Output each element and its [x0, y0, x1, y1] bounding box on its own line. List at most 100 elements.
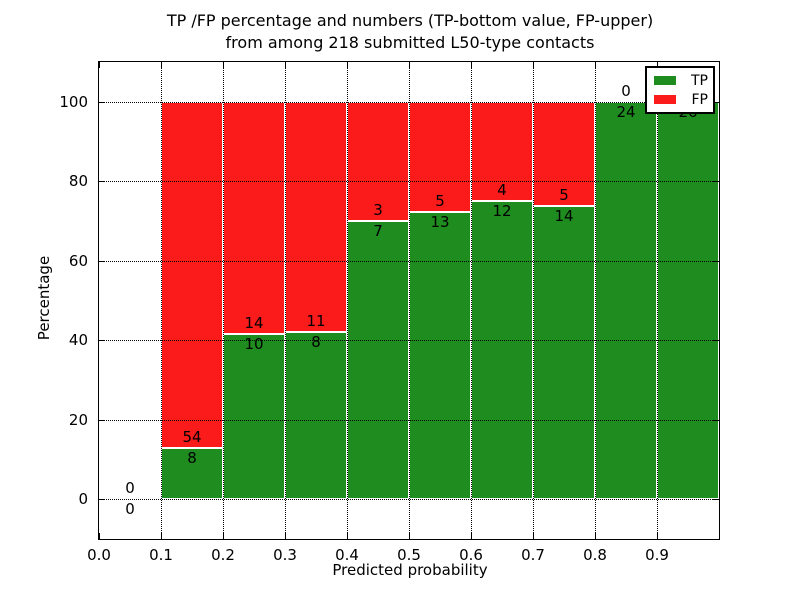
fp-count-label: 4 [497, 181, 507, 200]
x-tick-label: 0.2 [211, 546, 235, 564]
bar-segment-fp [347, 101, 409, 221]
x-tick-mark [595, 62, 596, 68]
chart-title-line-1: TP /FP percentage and numbers (TP-bottom… [166, 11, 654, 30]
x-tick-label: 0.0 [87, 546, 111, 564]
tp-count-label: 24 [616, 102, 636, 121]
legend-item-fp: FP [654, 93, 708, 107]
x-tick-mark [409, 533, 410, 539]
y-tick-label: 20 [68, 410, 88, 429]
v-gridline [223, 62, 224, 539]
y-tick-mark [99, 101, 105, 103]
fp-count-label: 14 [244, 313, 264, 332]
x-tick-mark [347, 533, 348, 539]
x-tick-mark [657, 533, 658, 539]
x-tick-mark [657, 62, 658, 68]
y-tick-mark [713, 499, 719, 501]
v-gridline [161, 62, 162, 539]
x-tick-mark [595, 533, 596, 539]
bar-segment-fp [161, 101, 223, 448]
v-gridline [657, 62, 658, 539]
x-tick-mark [99, 62, 100, 68]
x-tick-mark [533, 533, 534, 539]
fp-count-label: 5 [435, 192, 445, 211]
y-tick-label: 40 [68, 331, 88, 350]
bar-segment-fp [223, 101, 285, 334]
y-tick-mark [99, 340, 105, 342]
legend: TP FP [645, 66, 715, 114]
y-tick-mark [713, 260, 719, 262]
x-tick-label: 0.5 [397, 546, 421, 564]
y-tick-mark [99, 260, 105, 262]
y-tick-label: 60 [68, 251, 88, 270]
fp-count-label: 54 [182, 427, 202, 446]
y-tick-mark [99, 181, 105, 183]
v-gridline [471, 62, 472, 539]
tp-count-label: 14 [554, 207, 574, 226]
y-tick-label: 100 [59, 92, 88, 111]
x-tick-label: 0.4 [335, 546, 359, 564]
y-tick-mark [713, 101, 719, 103]
x-tick-mark [471, 62, 472, 68]
x-tick-mark [99, 533, 100, 539]
y-tick-label: 0 [78, 490, 88, 509]
chart-title-line-2: from among 218 submitted L50-type contac… [225, 33, 595, 52]
x-tick-label: 0.8 [583, 546, 607, 564]
legend-label-tp: TP [691, 72, 708, 89]
x-tick-mark [409, 62, 410, 68]
y-tick-mark [713, 340, 719, 342]
fp-count-label: 5 [559, 186, 569, 205]
bar-segment-tp [595, 101, 657, 500]
legend-item-tp: TP [654, 74, 708, 88]
y-tick-mark [99, 499, 105, 501]
x-tick-mark [471, 533, 472, 539]
x-tick-label: 0.3 [273, 546, 297, 564]
bar-segment-tp [285, 331, 347, 500]
v-gridline [533, 62, 534, 539]
bar-segment-tp [657, 101, 719, 500]
x-tick-mark [533, 62, 534, 68]
bar-segment-fp [285, 101, 347, 332]
x-tick-mark [161, 533, 162, 539]
x-tick-label: 0.6 [459, 546, 483, 564]
plot-area: TP FP 00548141011837513412514024026 [98, 61, 720, 540]
bar-segment-fp [471, 101, 533, 202]
y-tick-mark [713, 419, 719, 421]
fp-count-label: 0 [621, 81, 631, 100]
v-gridline [409, 62, 410, 539]
bar-segment-tp [161, 447, 223, 500]
x-tick-mark [285, 533, 286, 539]
chart-title: TP /FP percentage and numbers (TP-bottom… [99, 10, 721, 54]
fp-count-label: 11 [306, 311, 326, 330]
x-tick-label: 0.1 [149, 546, 173, 564]
fp-count-label: 3 [373, 201, 383, 219]
v-gridline [347, 62, 348, 539]
y-tick-label: 80 [68, 172, 88, 191]
v-gridline [285, 62, 286, 539]
x-tick-mark [223, 533, 224, 539]
tp-count-label: 0 [125, 500, 135, 519]
bar-segment-tp [347, 221, 409, 500]
tp-count-label: 8 [311, 332, 321, 351]
x-axis-label: Predicted probability [332, 561, 488, 579]
tp-count-label: 12 [492, 202, 512, 221]
x-tick-mark [161, 62, 162, 68]
tp-count-label: 10 [244, 334, 264, 353]
tp-count-label: 8 [187, 448, 197, 467]
v-gridline [595, 62, 596, 539]
x-tick-mark [285, 62, 286, 68]
tp-legend-swatch [654, 76, 676, 85]
fp-legend-swatch [654, 95, 676, 104]
fp-count-label: 0 [125, 479, 135, 498]
tp-count-label: 13 [430, 213, 450, 232]
y-tick-mark [99, 419, 105, 421]
tp-count-label: 7 [373, 222, 383, 240]
bar-segment-tp [533, 206, 595, 500]
x-tick-label: 0.7 [521, 546, 545, 564]
x-tick-label: 0.9 [645, 546, 669, 564]
legend-label-fp: FP [691, 91, 709, 108]
bar-segment-tp [223, 333, 285, 500]
x-tick-mark [347, 62, 348, 68]
bar-segment-tp [471, 201, 533, 500]
bar-segment-tp [409, 212, 471, 500]
